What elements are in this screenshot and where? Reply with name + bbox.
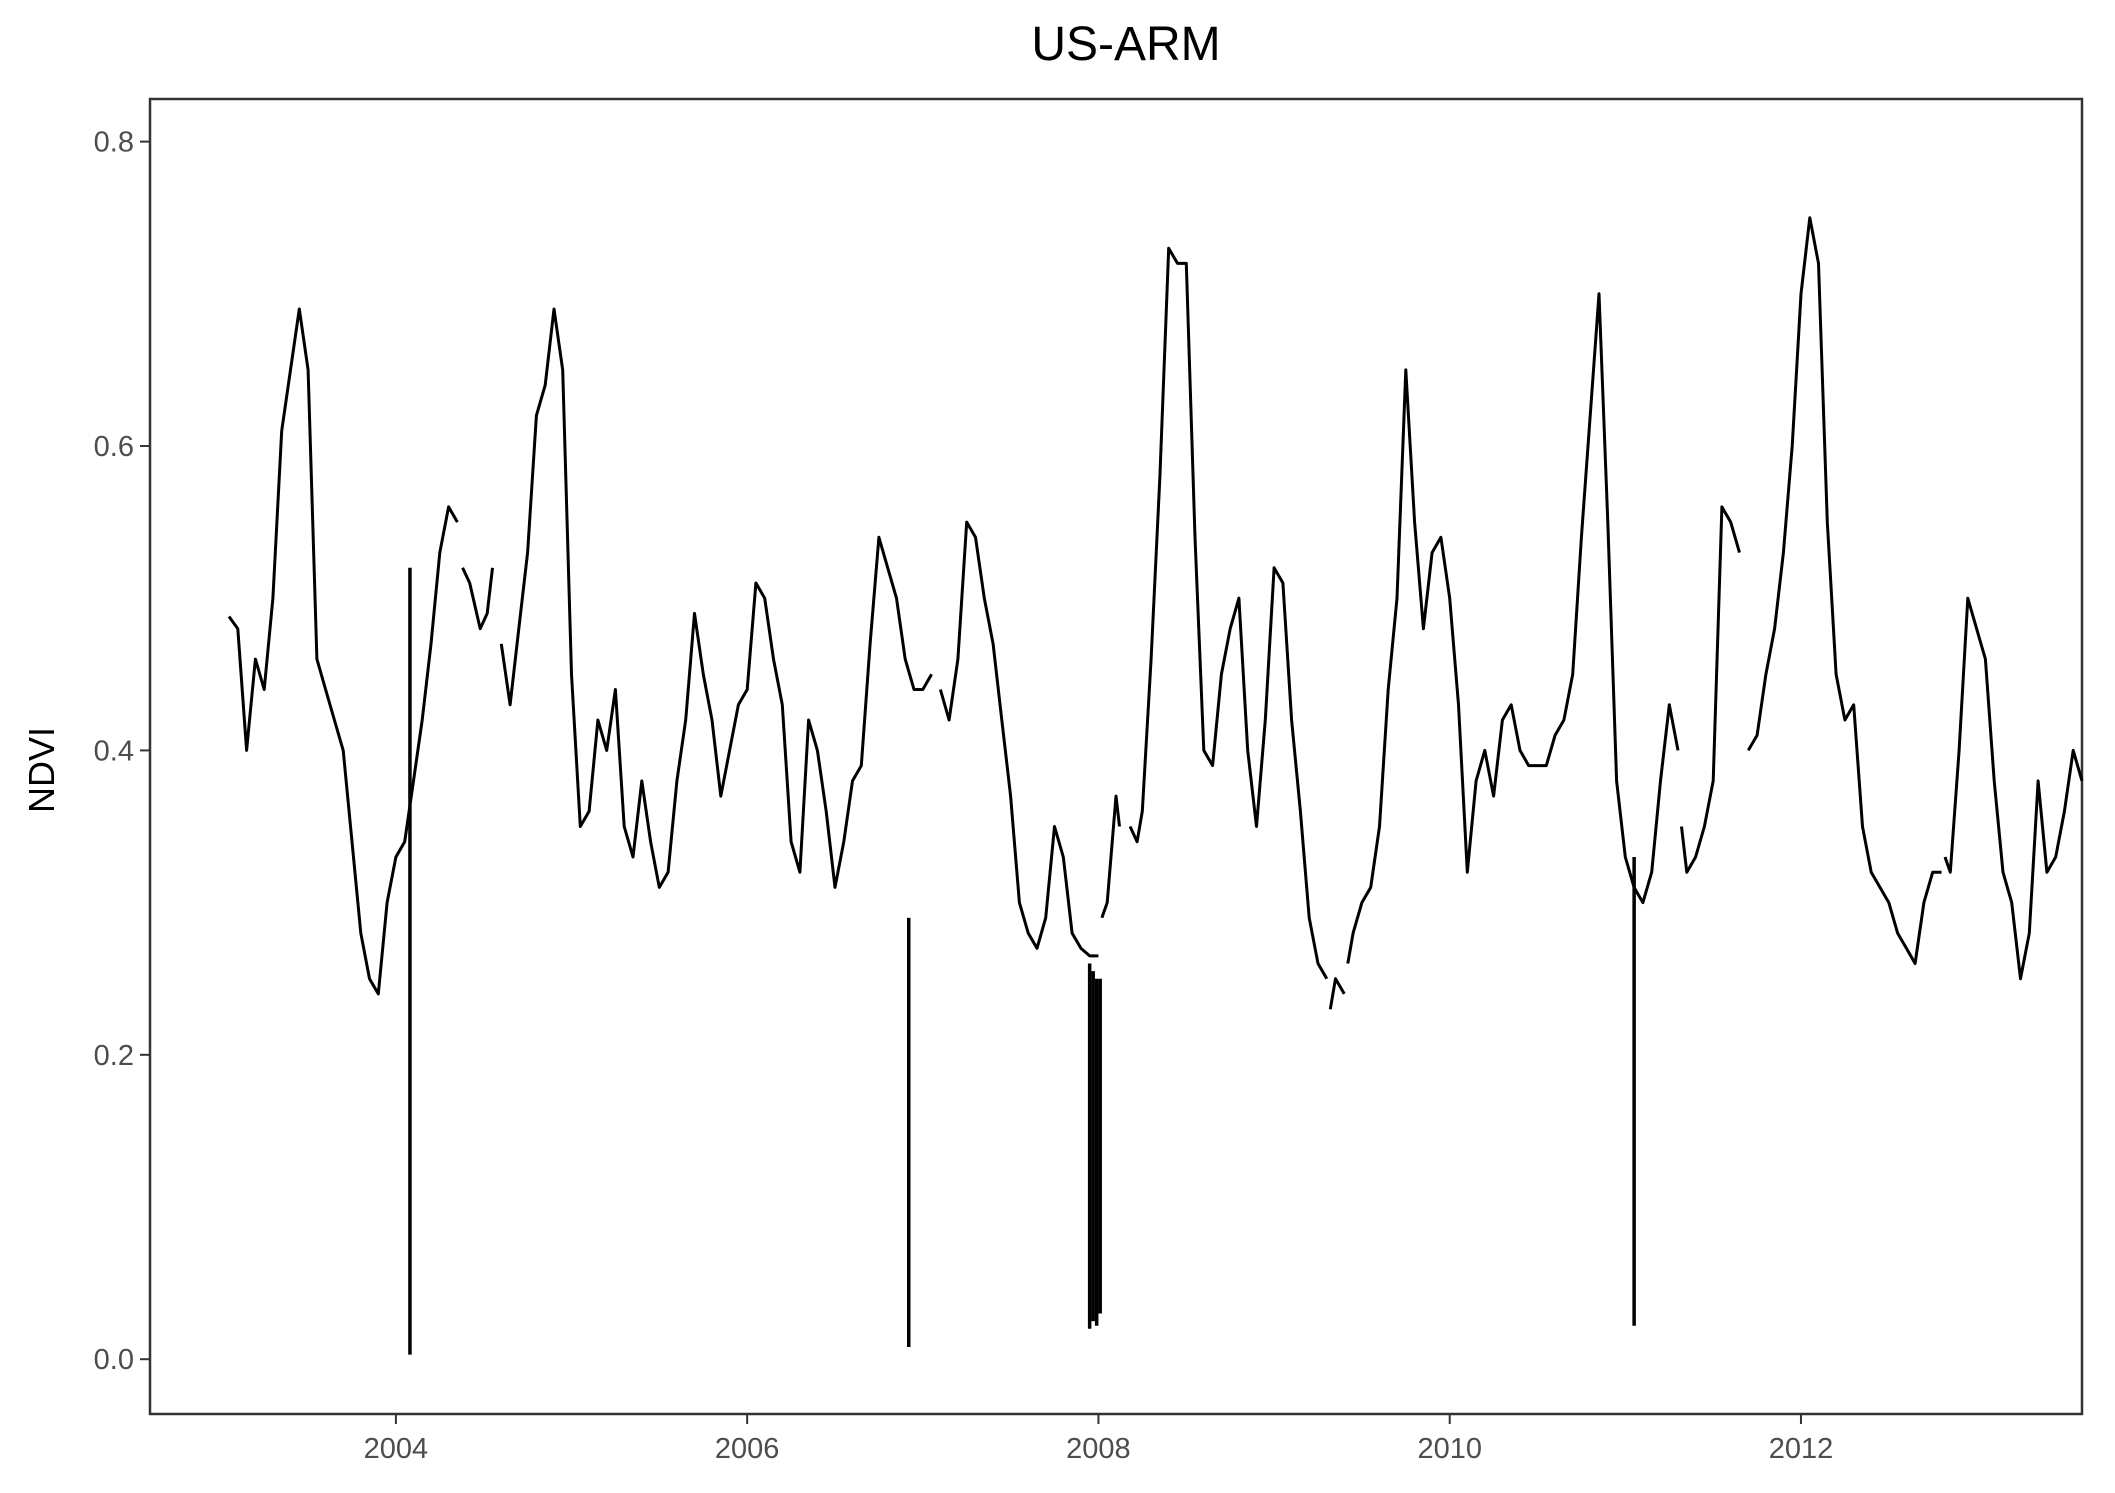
ndvi-line-segment [1943,596,2084,981]
x-tick-label: 2006 [715,1433,780,1465]
x-tick-label: 2010 [1417,1433,1482,1465]
y-tick-label: 0.6 [94,431,134,463]
ndvi-line-segment [1100,794,1121,919]
ndvi-line-segment [1680,505,1741,874]
ndvi-line-segment [227,307,459,996]
ndvi-line-segment [938,520,1099,958]
ndvi-series [227,216,2084,1355]
ndvi-line-segment [499,307,933,889]
y-tick-label: 0.8 [94,127,134,159]
ndvi-line-segment [1128,246,1329,980]
y-tick-label: 0.0 [94,1344,134,1376]
y-axis: 0.0 0.2 0.4 0.6 0.8 [94,127,150,1376]
ndvi-line-segment [1747,216,1942,965]
ndvi-line-segment [1328,977,1346,1010]
y-tick-label: 0.4 [94,735,134,767]
y-axis-label: NDVI [21,727,62,813]
ndvi-line-segment [461,567,494,631]
x-tick-label: 2012 [1769,1433,1834,1465]
chart-title: US-ARM [1031,18,1220,71]
y-tick-label: 0.2 [94,1040,134,1072]
plot-panel [148,97,2084,1416]
x-tick-label: 2008 [1066,1433,1131,1465]
x-tick-label: 2004 [364,1433,429,1465]
ndvi-line-segment [1346,292,1680,964]
x-axis: 2004 2006 2008 2010 2012 [364,1414,1834,1465]
